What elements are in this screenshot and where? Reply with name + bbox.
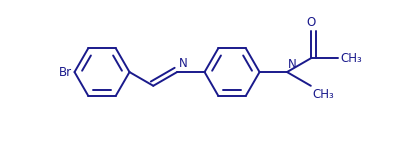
Text: N: N — [288, 58, 297, 71]
Text: Br: Br — [58, 66, 72, 79]
Text: O: O — [306, 16, 315, 29]
Text: N: N — [179, 57, 188, 70]
Text: CH₃: CH₃ — [313, 88, 334, 101]
Text: CH₃: CH₃ — [340, 52, 362, 65]
